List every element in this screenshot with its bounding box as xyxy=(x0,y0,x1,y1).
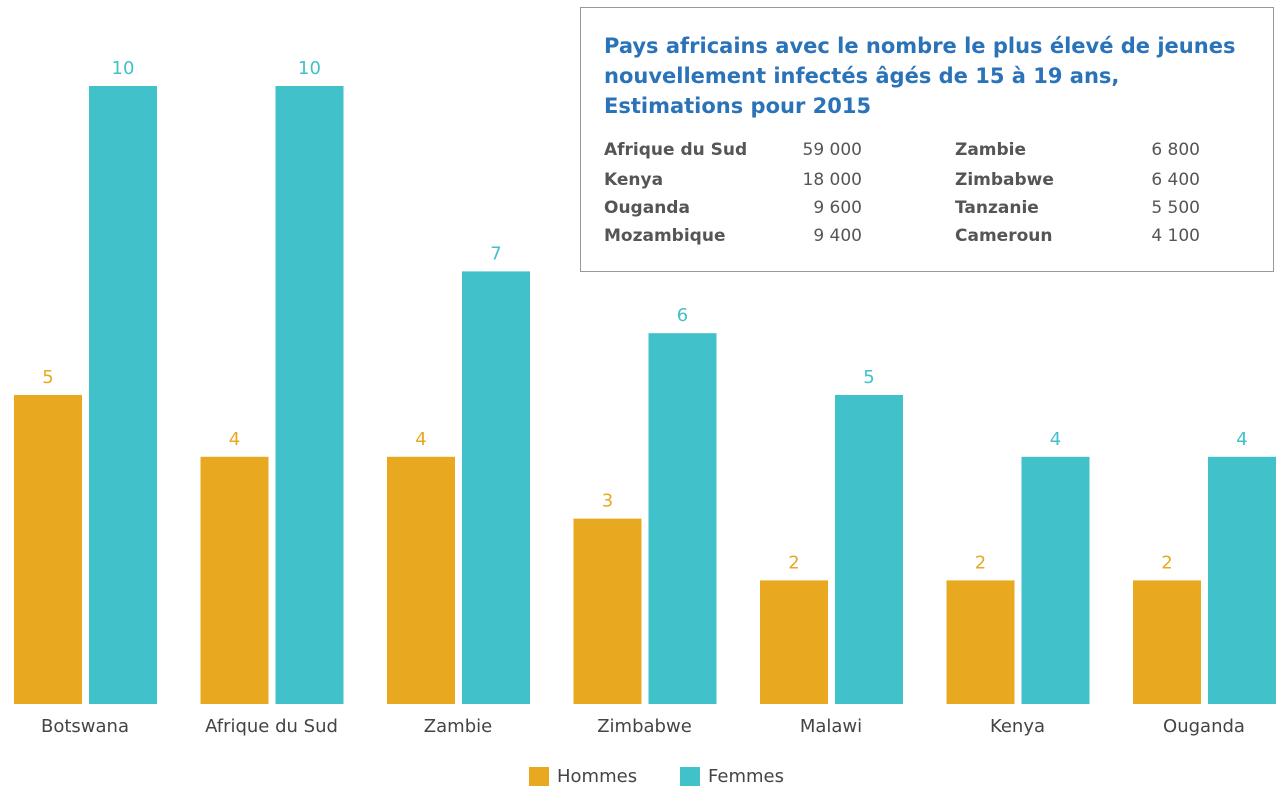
bar xyxy=(946,580,1015,704)
value-label: 4 xyxy=(1236,429,1247,450)
row-name: Ouganda xyxy=(604,198,690,218)
row-name: Zimbabwe xyxy=(955,170,1054,190)
bar xyxy=(275,86,344,704)
row-name: Cameroun xyxy=(955,226,1052,246)
row-name: Mozambique xyxy=(604,226,725,246)
row-name: Tanzanie xyxy=(955,198,1039,218)
x-tick-label: Ouganda xyxy=(1163,716,1245,737)
value-label: 5 xyxy=(863,367,874,388)
inset-box xyxy=(580,7,1274,272)
row-name: Kenya xyxy=(604,170,663,190)
x-tick-label: Malawi xyxy=(800,716,862,737)
legend-swatch xyxy=(529,767,549,787)
value-label: 2 xyxy=(1161,552,1172,573)
bar xyxy=(835,395,903,704)
value-label: 2 xyxy=(975,552,986,573)
row-value: 9 400 xyxy=(813,226,862,246)
bar xyxy=(14,395,82,704)
value-label: 4 xyxy=(229,429,240,450)
bar xyxy=(573,518,642,704)
row-value: 9 600 xyxy=(813,198,862,218)
bar xyxy=(1021,456,1090,704)
bar xyxy=(648,333,717,704)
value-label: 5 xyxy=(42,367,53,388)
value-label: 6 xyxy=(677,305,688,326)
inset-title: Pays africains avec le nombre le plus él… xyxy=(604,34,1235,58)
bar xyxy=(89,86,157,704)
x-tick-label: Botswana xyxy=(41,716,129,737)
bar xyxy=(200,456,269,704)
legend-label: Hommes xyxy=(557,766,637,786)
legend-swatch xyxy=(680,767,700,787)
value-label: 10 xyxy=(112,58,135,79)
value-label: 4 xyxy=(415,429,426,450)
value-label: 10 xyxy=(298,58,321,79)
bar xyxy=(387,456,455,704)
row-value: 6 400 xyxy=(1151,170,1200,190)
row-value: 5 500 xyxy=(1151,198,1200,218)
row-name: Afrique du Sud xyxy=(604,140,747,160)
inset-title: Estimations pour 2015 xyxy=(604,94,871,118)
x-tick-label: Zambie xyxy=(424,716,492,737)
row-value: 4 100 xyxy=(1151,226,1200,246)
bar xyxy=(462,271,530,704)
value-label: 3 xyxy=(602,491,613,512)
bar xyxy=(1133,580,1201,704)
bar xyxy=(1208,456,1276,704)
value-label: 2 xyxy=(788,552,799,573)
row-value: 18 000 xyxy=(803,170,862,190)
legend-label: Femmes xyxy=(708,766,784,786)
row-name: Zambie xyxy=(955,140,1026,160)
x-tick-label: Afrique du Sud xyxy=(205,716,338,737)
row-value: 6 800 xyxy=(1151,140,1200,160)
inset-title: nouvellement infectés âgés de 15 à 19 an… xyxy=(604,64,1119,88)
value-label: 4 xyxy=(1050,429,1061,450)
bar xyxy=(760,580,828,704)
x-tick-label: Zimbabwe xyxy=(597,716,692,737)
x-tick-label: Kenya xyxy=(990,716,1045,737)
row-value: 59 000 xyxy=(803,140,862,160)
value-label: 7 xyxy=(490,243,501,264)
